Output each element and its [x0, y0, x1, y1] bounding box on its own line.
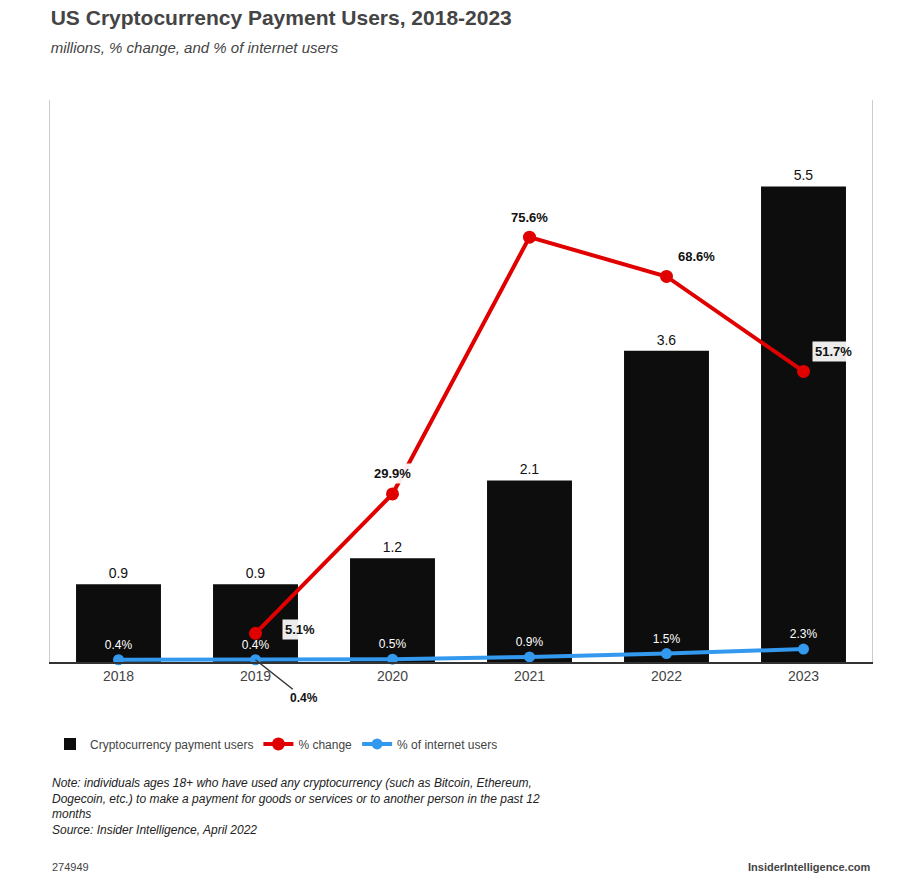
- svg-text:5.1%: 5.1%: [285, 622, 315, 637]
- svg-text:29.9%: 29.9%: [374, 466, 411, 481]
- svg-text:% of internet users: % of internet users: [397, 738, 497, 752]
- svg-text:2020: 2020: [377, 668, 408, 684]
- svg-text:0.9: 0.9: [109, 565, 129, 581]
- svg-text:0.9%: 0.9%: [516, 635, 544, 649]
- svg-text:Note: individuals ages 18+ who: Note: individuals ages 18+ who have used…: [52, 776, 540, 837]
- svg-text:68.6%: 68.6%: [678, 249, 715, 264]
- svg-text:2021: 2021: [514, 668, 545, 684]
- svg-text:1.2: 1.2: [383, 539, 403, 555]
- svg-text:5.5: 5.5: [794, 167, 814, 183]
- svg-text:Cryptocurrency payment users: Cryptocurrency payment users: [90, 738, 253, 752]
- svg-text:1.5%: 1.5%: [653, 632, 681, 646]
- svg-text:0.5%: 0.5%: [379, 637, 407, 651]
- svg-text:2.1: 2.1: [520, 461, 540, 477]
- svg-text:InsiderIntelligence.com: InsiderIntelligence.com: [748, 861, 870, 873]
- svg-text:274949: 274949: [52, 861, 89, 873]
- svg-text:2.3%: 2.3%: [790, 627, 818, 641]
- svg-text:2019: 2019: [240, 668, 271, 684]
- svg-text:US Cryptocurrency Payment User: US Cryptocurrency Payment Users, 2018-20…: [51, 6, 512, 55]
- svg-text:51.7%: 51.7%: [815, 344, 852, 359]
- svg-text:3.6: 3.6: [657, 332, 677, 348]
- svg-text:% change: % change: [298, 738, 352, 752]
- svg-text:0.4%: 0.4%: [105, 638, 133, 652]
- svg-text:0.4%: 0.4%: [242, 638, 270, 652]
- svg-text:75.6%: 75.6%: [511, 210, 548, 225]
- svg-text:2018: 2018: [103, 668, 134, 684]
- svg-text:2023: 2023: [788, 668, 819, 684]
- svg-text:0.9: 0.9: [246, 565, 266, 581]
- svg-text:2022: 2022: [651, 668, 682, 684]
- svg-text:0.4%: 0.4%: [290, 691, 318, 705]
